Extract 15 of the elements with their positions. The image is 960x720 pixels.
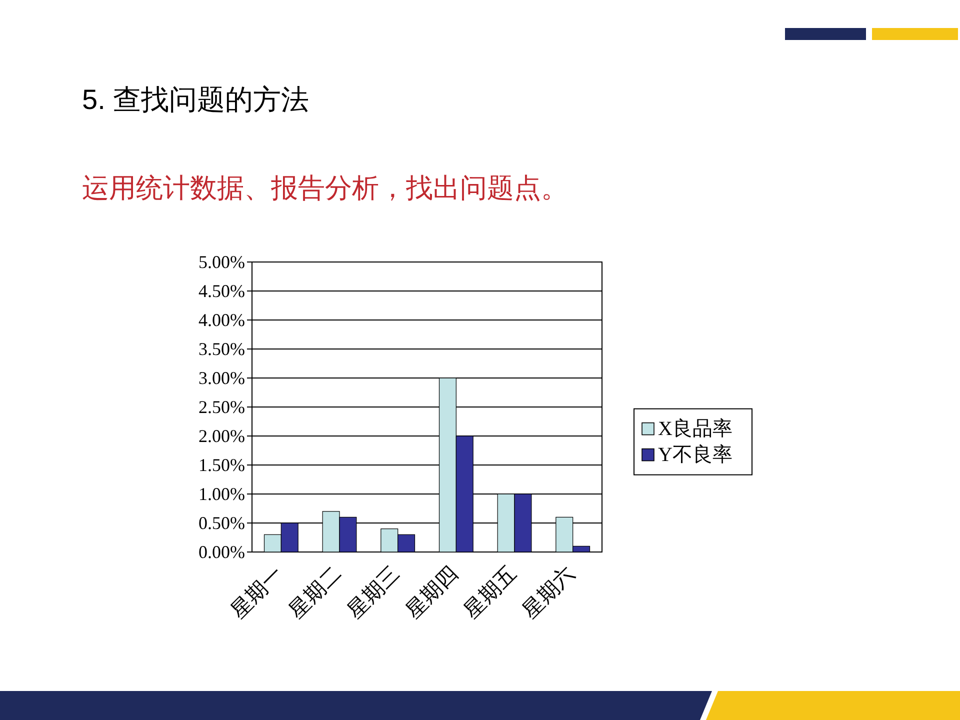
title: 5. 查找问题的方法: [82, 84, 310, 115]
y-tick-label: 2.00%: [198, 426, 245, 446]
y-tick-label: 0.00%: [198, 542, 245, 562]
y-tick-label: 5.00%: [198, 252, 245, 272]
y-tick-label: 2.50%: [198, 397, 245, 417]
y-tick-label: 4.00%: [198, 310, 245, 330]
y-tick-label: 3.50%: [198, 339, 245, 359]
y-tick-label: 1.00%: [198, 484, 245, 504]
legend-label: X良品率: [658, 418, 732, 440]
legend-label: Y不良率: [658, 444, 732, 466]
y-tick-label: 3.00%: [198, 368, 245, 388]
y-tick-label: 1.50%: [198, 455, 245, 475]
y-tick-label: 4.50%: [198, 281, 245, 301]
y-tick-label: 0.50%: [198, 513, 245, 533]
subtitle: 运用统计数据、报告分析，找出问题点。: [82, 173, 568, 203]
